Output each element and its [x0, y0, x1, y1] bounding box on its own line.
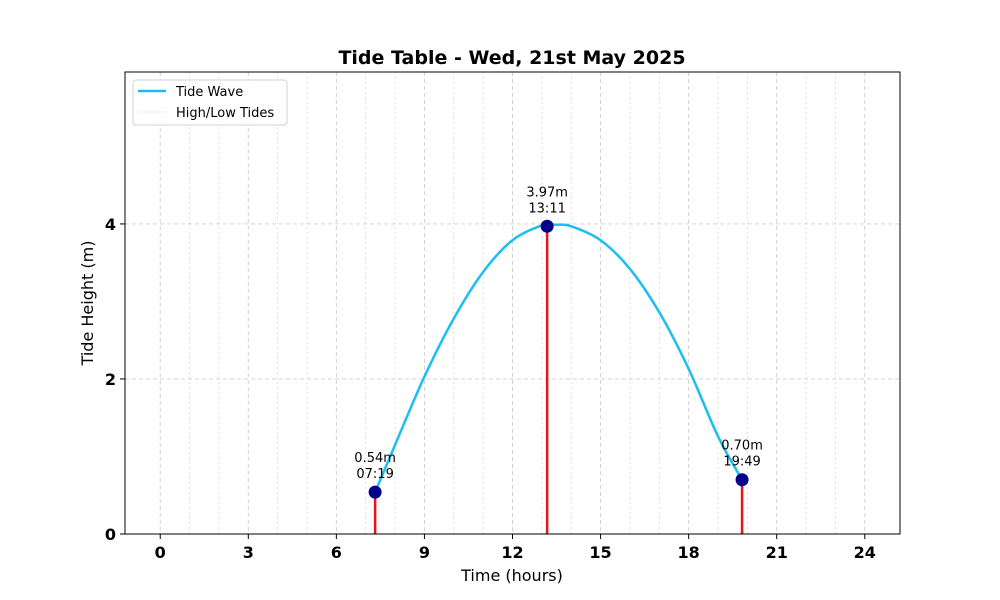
- x-tick-label: 6: [331, 543, 342, 562]
- x-tick-label: 0: [155, 543, 166, 562]
- legend-label-tide-wave: Tide Wave: [175, 85, 243, 100]
- tide-point-marker: [368, 485, 382, 499]
- grid-layer: [125, 72, 900, 534]
- x-tick-label: 18: [678, 543, 700, 562]
- tide-point-marker: [735, 473, 749, 487]
- marker-layer: [368, 219, 749, 499]
- y-tick-label: 0: [105, 525, 116, 544]
- y-tick-label: 4: [105, 215, 116, 234]
- legend: Tide Wave High/Low Tides: [132, 79, 288, 126]
- y-axis-label: Tide Height (m): [78, 241, 97, 367]
- chart-title: Tide Table - Wed, 21st May 2025: [338, 47, 685, 69]
- tide-time-label: 13:11: [528, 201, 565, 216]
- y-tick-label: 2: [105, 370, 116, 389]
- x-tick-label: 15: [589, 543, 611, 562]
- tide-height-label: 0.70m: [721, 439, 763, 454]
- tide-height-label: 3.97m: [526, 185, 568, 200]
- x-tick-label: 9: [419, 543, 430, 562]
- legend-box: [132, 79, 288, 126]
- tide-wave-line: [373, 222, 744, 493]
- line-layer: [373, 222, 744, 493]
- tide-time-label: 19:49: [723, 455, 760, 470]
- x-tick-label: 12: [501, 543, 523, 562]
- x-axis-label: Time (hours): [460, 566, 563, 585]
- tide-height-label: 0.54m: [354, 451, 396, 466]
- tide-time-label: 07:19: [356, 467, 393, 482]
- x-tick-label: 24: [854, 543, 876, 562]
- legend-label-high-low-tides: High/Low Tides: [176, 106, 274, 121]
- tide-point-marker: [540, 219, 554, 233]
- x-tick-label: 3: [243, 543, 254, 562]
- stem-layer: [373, 226, 744, 534]
- x-tick-label: 21: [766, 543, 788, 562]
